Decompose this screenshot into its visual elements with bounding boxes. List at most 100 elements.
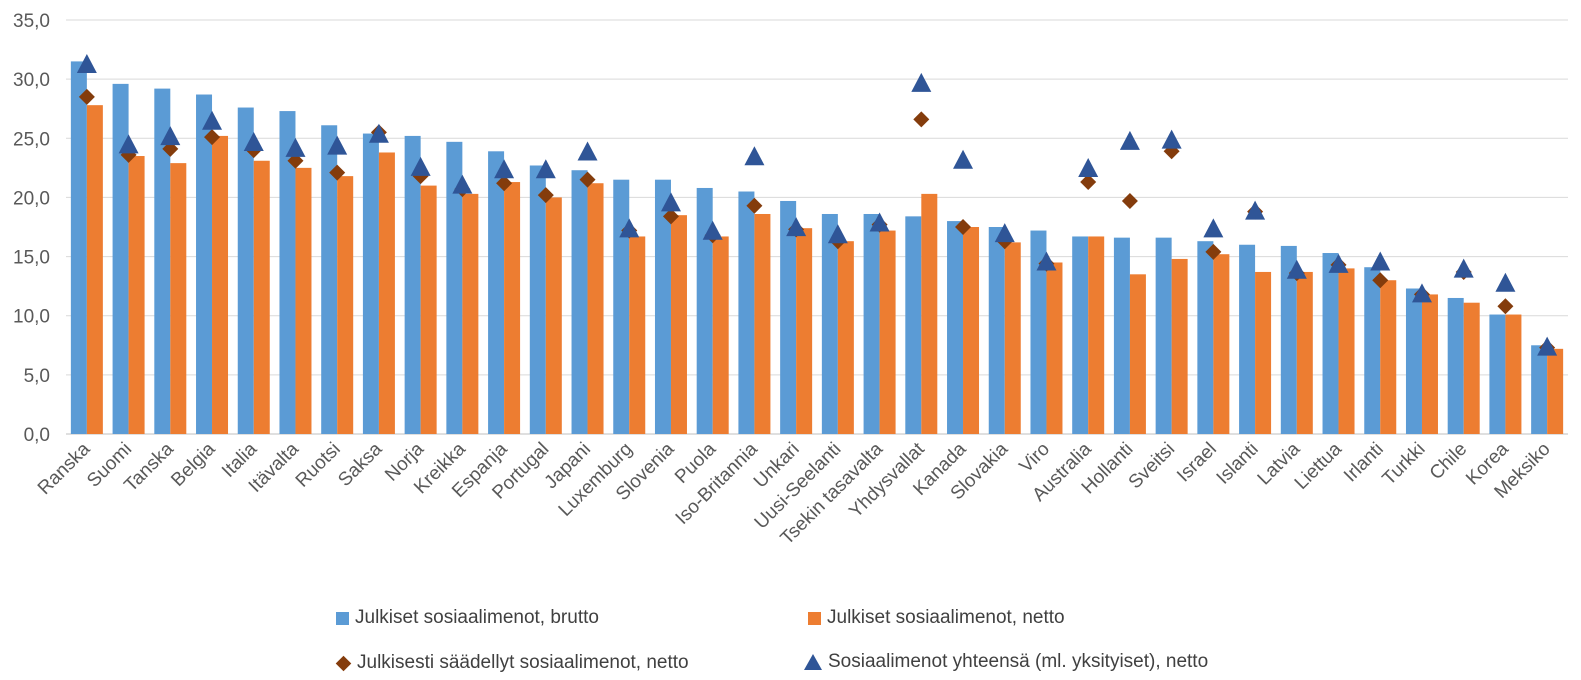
bar-brutto (1322, 253, 1339, 434)
bar-brutto (613, 179, 630, 434)
bar-brutto (821, 213, 838, 434)
x-tick-label: Turkki (1379, 439, 1430, 490)
bar-brutto (529, 165, 546, 434)
legend-swatch-brutto (336, 611, 349, 625)
legend-label-netto: Julkiset sosiaalimenot, netto (827, 607, 1065, 628)
marker-triangle (118, 134, 139, 154)
bar-netto (212, 135, 229, 435)
x-tick-label: Ranska (34, 438, 95, 499)
bar-netto (1129, 274, 1146, 434)
marker-triangle (953, 149, 974, 169)
marker-triangle (410, 156, 431, 176)
marker-diamond (1372, 272, 1389, 289)
marker-diamond (746, 197, 763, 214)
marker-diamond (662, 208, 679, 225)
marker-triangle (327, 135, 348, 155)
marker-triangle (1161, 129, 1182, 149)
bar-brutto (488, 151, 505, 434)
bar-netto (629, 236, 646, 434)
bar-brutto (1197, 241, 1214, 434)
x-tick-label: Islanti (1213, 439, 1263, 489)
bar-netto (295, 167, 312, 434)
x-tick-label: Israel (1173, 439, 1221, 487)
marker-triangle (160, 126, 181, 146)
bar-brutto (279, 111, 296, 434)
bar-brutto (321, 125, 338, 434)
bar-brutto (1280, 245, 1297, 434)
marker-triangle (786, 217, 807, 237)
bar-brutto (1072, 236, 1089, 434)
bar-brutto (1531, 345, 1548, 434)
bar-netto (1547, 348, 1564, 434)
bar-brutto (1113, 237, 1130, 434)
marker-triangle (994, 223, 1015, 243)
bar-netto (378, 152, 395, 435)
marker-triangle (494, 159, 515, 179)
y-tick-label: 25,0 (13, 129, 50, 150)
bar-netto (1004, 242, 1021, 434)
bar-netto (253, 160, 270, 434)
y-tick-label: 5,0 (24, 366, 50, 387)
bar-netto (128, 156, 145, 434)
marker-triangle (1370, 251, 1391, 271)
x-tick-label: Liettua (1291, 438, 1346, 493)
diamond-icon (335, 655, 352, 671)
y-tick-label: 0,0 (24, 425, 50, 446)
y-tick-label: 35,0 (13, 11, 50, 32)
marker-diamond (955, 219, 972, 235)
bar-brutto (988, 227, 1005, 434)
bar-netto (796, 228, 813, 434)
marker-diamond (1205, 243, 1222, 260)
bar-netto (1380, 280, 1397, 434)
bar-brutto (404, 135, 421, 435)
legend-item-yhteensa: Sosiaalimenot yhteensä (ml. yksityiset),… (804, 651, 1208, 673)
bar-brutto (1405, 288, 1422, 434)
x-tick-label: Irlanti (1340, 439, 1388, 487)
bar-netto (1046, 262, 1063, 434)
chart-svg: 0,0 5,0 10,0 15,0 20,0 25,0 30,0 35,0 RanskaSuo… (13, 11, 1568, 549)
legend-label-brutto: Julkiset sosiaalimenot, brutto (355, 607, 599, 628)
bar-netto (1088, 236, 1105, 434)
bar-netto (1171, 258, 1188, 434)
x-tick-label: Belgia (167, 438, 220, 491)
bar-brutto (1489, 314, 1506, 434)
bar-netto (420, 185, 437, 434)
bar-brutto (154, 88, 171, 434)
marker-triangle (744, 146, 765, 166)
legend-item-netto: Julkiset sosiaalimenot, netto (808, 607, 1065, 629)
y-tick-label: 15,0 (13, 248, 50, 269)
bar-brutto (1155, 237, 1172, 434)
bar-brutto (362, 133, 379, 434)
bar-brutto (654, 179, 671, 434)
bar-netto (1255, 271, 1272, 434)
marker-triangle (368, 123, 389, 143)
bar-brutto (112, 83, 129, 435)
x-tick-label: Saksa (334, 438, 386, 490)
bar-brutto (947, 221, 964, 434)
bar-netto (337, 176, 354, 434)
legend-item-saadellyt: Julkisesti säädellyt sosiaalimenot, nett… (335, 652, 689, 674)
bar-netto (170, 163, 187, 434)
bar-brutto (446, 141, 463, 434)
bar-brutto (696, 187, 713, 434)
marker-triangle (452, 174, 473, 194)
bar-netto (963, 227, 980, 434)
marker-triangle (1036, 251, 1057, 271)
bar-brutto (1239, 244, 1256, 434)
marker-triangle (76, 53, 97, 73)
marker-diamond (78, 88, 95, 105)
marker-triangle (1119, 130, 1140, 150)
bar-netto (504, 182, 521, 434)
marker-triangle (1495, 272, 1516, 292)
bar-netto (587, 183, 604, 434)
bar-netto (712, 236, 729, 434)
marker-triangle (1286, 259, 1307, 279)
marker-diamond (1121, 192, 1138, 209)
x-axis-ticks: RanskaSuomiTanskaBelgiaItaliaItävaltaRuo… (34, 438, 1555, 549)
bar-netto (1296, 271, 1313, 434)
bar-brutto (1447, 297, 1464, 434)
marker-diamond (537, 187, 554, 204)
bar-brutto (780, 200, 797, 434)
bar-brutto (1030, 230, 1047, 434)
